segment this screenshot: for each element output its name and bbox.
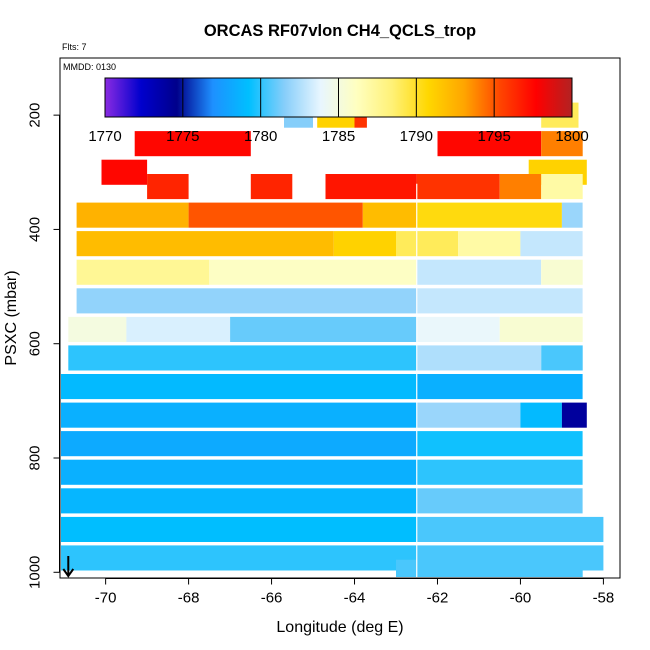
mmdd-label: MMDD: 0130 (63, 62, 116, 72)
heat-cell (76, 202, 189, 228)
heat-cell (416, 316, 500, 342)
colorbar-tick-label: 1775 (166, 128, 199, 145)
heat-cell (416, 459, 583, 485)
chart-title: ORCAS RF07vlon CH4_QCLS_trop (204, 22, 476, 40)
heat-cell (61, 488, 417, 514)
heat-cell (333, 231, 396, 257)
heat-cell (61, 431, 417, 457)
x-tick-label: -62 (427, 590, 449, 607)
heat-cell (541, 174, 583, 200)
x-tick-label: -66 (261, 590, 283, 607)
heat-cell (61, 459, 417, 485)
heat-cell (76, 231, 334, 257)
heat-cell (209, 259, 417, 285)
heat-cell (325, 174, 417, 200)
colorbar-tick-label: 1780 (244, 128, 277, 145)
heat-cell (188, 202, 363, 228)
colorbar-tick-label: 1800 (555, 128, 588, 145)
x-tick-label: -68 (178, 590, 200, 607)
heatmap-cells (61, 102, 604, 577)
x-tick-label: -70 (95, 590, 117, 607)
heat-cell (416, 431, 583, 457)
colorbar-tick-labels: 1770 1775 1780 1785 1790 1795 1800 (88, 128, 588, 145)
heat-cell (76, 259, 210, 285)
x-tick-label: -58 (593, 590, 615, 607)
colorbar-tick-label: 1795 (477, 128, 510, 145)
heat-cell (416, 516, 604, 542)
heat-cell (230, 316, 417, 342)
heat-cell (362, 202, 417, 228)
heat-cell (416, 259, 542, 285)
heat-cell (541, 131, 583, 157)
x-axis-label: Longitude (deg E) (276, 619, 403, 636)
heat-cell (416, 402, 521, 428)
y-tick-label: 200 (27, 103, 44, 128)
heat-cell (101, 159, 148, 185)
flights-label: Flts: 7 (62, 42, 87, 52)
heat-cell (396, 559, 583, 577)
heat-cell (68, 345, 417, 371)
heat-cell (561, 402, 587, 428)
heat-cell (147, 174, 189, 200)
colorbar (104, 77, 573, 118)
heat-cell (416, 202, 562, 228)
heat-cell (61, 402, 417, 428)
heat-cell (61, 545, 417, 571)
heat-cell (416, 374, 583, 400)
y-tick-label: 600 (27, 331, 44, 356)
heat-cell (416, 345, 542, 371)
x-axis: -70 -68 -66 -64 -62 -60 -58 (95, 578, 615, 607)
y-axis: 200 400 600 800 1000 (27, 103, 60, 589)
heat-cell (499, 316, 583, 342)
y-tick-label: 800 (27, 445, 44, 470)
y-tick-label: 400 (27, 217, 44, 242)
heat-cell (520, 231, 583, 257)
heat-cell (561, 202, 583, 228)
heat-cell (437, 131, 542, 157)
heat-cell (68, 316, 127, 342)
heat-cell (416, 288, 583, 314)
heat-cell (126, 316, 231, 342)
heat-cell (416, 174, 500, 200)
heat-cell (61, 374, 417, 400)
y-axis-label: PSXC (mbar) (3, 270, 20, 365)
heat-cell (520, 402, 562, 428)
heat-cell (61, 516, 417, 542)
heat-cell (541, 345, 583, 371)
heat-cell (458, 231, 521, 257)
y-tick-label: 1000 (27, 556, 44, 589)
colorbar-tick-label: 1785 (322, 128, 355, 145)
heat-cell (76, 288, 417, 314)
x-tick-label: -64 (344, 590, 366, 607)
heat-cell (396, 231, 459, 257)
heat-cell (541, 259, 583, 285)
heat-cell (250, 174, 293, 200)
heat-cell (416, 488, 583, 514)
down-arrow-icon (62, 556, 75, 578)
heat-cell (134, 131, 251, 157)
colorbar-tick-label: 1770 (88, 128, 121, 145)
colorbar-tick-label: 1790 (400, 128, 433, 145)
x-tick-label: -60 (510, 590, 532, 607)
heat-cell (499, 174, 542, 200)
arrow-head (62, 568, 75, 578)
